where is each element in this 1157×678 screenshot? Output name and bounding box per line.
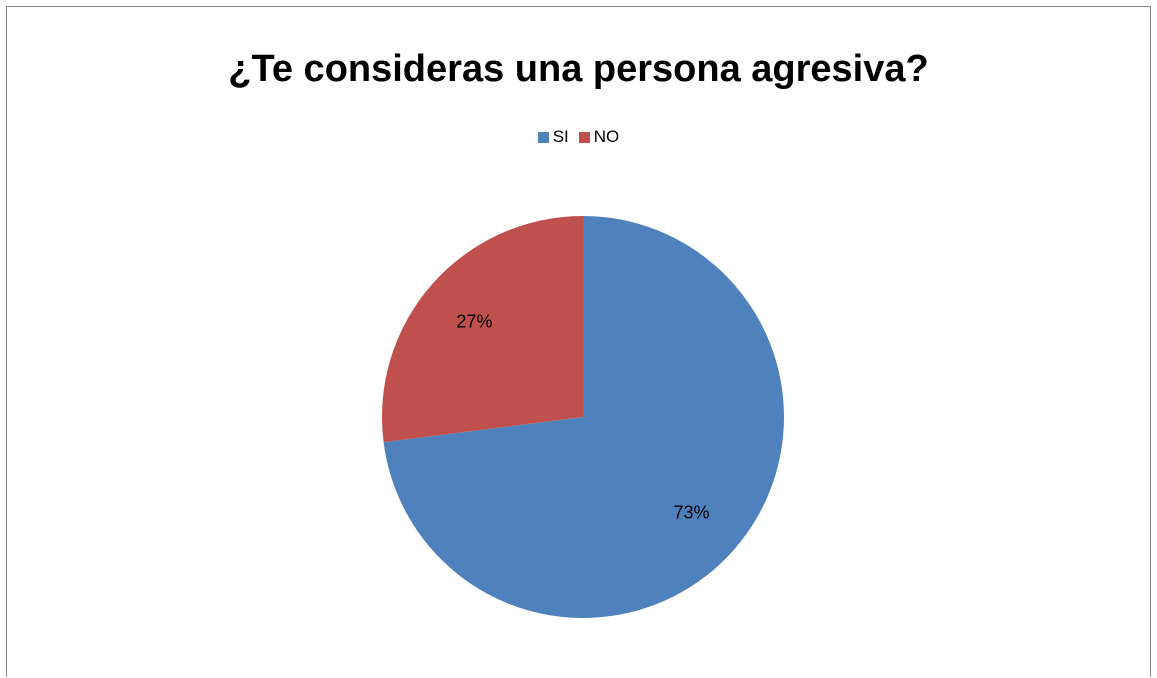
pie-chart: 73% 27%	[381, 216, 784, 618]
legend-label-si: SI	[552, 127, 569, 146]
data-label-si: 73%	[674, 503, 710, 523]
legend-swatch-no	[578, 131, 590, 143]
pie-slice-si	[383, 216, 784, 618]
legend-swatch-si	[537, 131, 549, 143]
legend: SI NO	[7, 127, 1150, 147]
data-label-no: 27%	[456, 311, 492, 331]
chart-title: ¿Te consideras una persona agresiva?	[228, 48, 929, 90]
chart-area: ¿Te consideras una persona agresiva? SI …	[6, 6, 1151, 677]
pie-slice-no	[381, 216, 583, 443]
pie-slices	[381, 216, 784, 618]
legend-item-si: SI	[537, 127, 569, 147]
legend-item-no: NO	[578, 127, 620, 147]
pie-data-labels: 73% 27%	[456, 311, 709, 522]
legend-label-no: NO	[593, 127, 620, 146]
